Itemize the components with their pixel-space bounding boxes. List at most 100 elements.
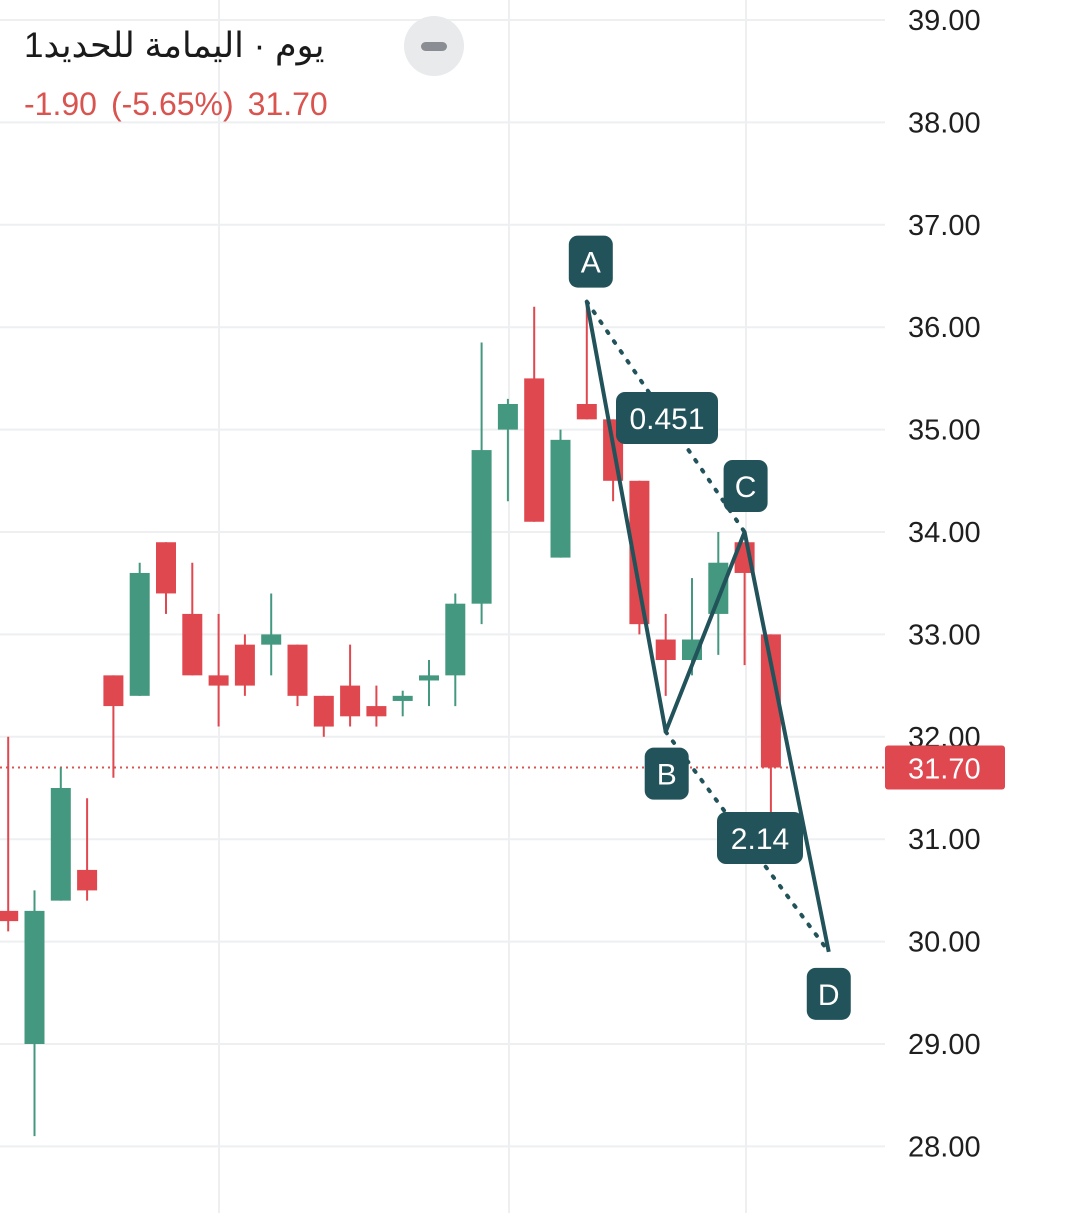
- candle-down[interactable]: [182, 562, 203, 676]
- ratio-line-bd: [663, 729, 831, 954]
- candle-down[interactable]: [366, 685, 387, 727]
- candle-body[interactable]: [103, 675, 124, 707]
- point-label-c-box: [723, 460, 768, 512]
- candle-body[interactable]: [366, 706, 387, 717]
- candle-body[interactable]: [182, 613, 203, 676]
- point-label-d[interactable]: D: [806, 967, 851, 1020]
- y-tick-label: 39.00: [908, 5, 981, 37]
- pattern-legs[interactable]: [584, 301, 831, 953]
- point-label-c[interactable]: C: [723, 460, 768, 512]
- candle-down[interactable]: [208, 613, 229, 727]
- point-label-d-text: D: [818, 979, 840, 1012]
- point-label-a-text: A: [581, 247, 601, 280]
- candle-body[interactable]: [708, 562, 729, 614]
- candle-body[interactable]: [392, 695, 413, 701]
- price-axis[interactable]: 39.0038.0037.0036.0035.0034.0033.0032.00…: [885, 5, 1005, 1163]
- candle-up[interactable]: [24, 890, 45, 1137]
- candle-down[interactable]: [77, 798, 98, 901]
- candle-up[interactable]: [392, 690, 413, 717]
- candle-up[interactable]: [471, 342, 492, 625]
- candle-down[interactable]: [103, 675, 124, 778]
- candle-body[interactable]: [129, 572, 150, 696]
- ratio-label-0451[interactable]: 0.451: [616, 392, 718, 444]
- y-tick-label: 34.00: [908, 517, 981, 549]
- ratio-label-0451-text: 0.451: [629, 403, 704, 436]
- ratio-label-0451-box: [616, 392, 718, 444]
- ratio-line-ac: [584, 299, 747, 534]
- ratio-label-214-text: 2.14: [731, 823, 789, 856]
- y-tick-label: 29.00: [908, 1029, 981, 1061]
- last-price-tag-box: [885, 745, 1005, 790]
- candle-body[interactable]: [550, 439, 571, 558]
- minus-icon: [421, 42, 447, 51]
- candle-body[interactable]: [497, 404, 518, 430]
- y-tick-label: 37.00: [908, 210, 981, 242]
- candle-body[interactable]: [156, 542, 176, 594]
- candle-body[interactable]: [419, 675, 439, 681]
- candle-down[interactable]: [655, 613, 676, 696]
- candle-down[interactable]: [287, 644, 308, 707]
- candle-body[interactable]: [471, 450, 492, 604]
- y-tick-label: 30.00: [908, 927, 981, 959]
- point-label-d-box: [806, 967, 851, 1020]
- point-label-a[interactable]: A: [568, 235, 613, 288]
- candle-body[interactable]: [760, 634, 781, 768]
- candle-down[interactable]: [156, 542, 176, 614]
- last-price-tag-text: 31.70: [908, 754, 981, 786]
- point-label-b[interactable]: B: [644, 747, 689, 800]
- candle-body[interactable]: [234, 644, 255, 686]
- last-price: 31.70: [247, 86, 328, 122]
- candle-body[interactable]: [287, 644, 308, 696]
- point-label-a-box: [568, 235, 613, 288]
- y-tick-label: 31.00: [908, 824, 981, 856]
- candle-body[interactable]: [77, 869, 98, 891]
- candle-body[interactable]: [24, 910, 45, 1044]
- price-change-percent: (-5.65%): [110, 86, 234, 122]
- candle-down[interactable]: [313, 695, 334, 737]
- y-tick-label: 38.00: [908, 107, 981, 139]
- candle-up[interactable]: [50, 767, 71, 901]
- candle-body[interactable]: [208, 675, 229, 686]
- candle-body[interactable]: [445, 603, 466, 676]
- ratio-label-214-box: [717, 812, 803, 864]
- candle-body[interactable]: [655, 639, 676, 660]
- candle-down[interactable]: [576, 301, 597, 420]
- symbol-header[interactable]: يوم · اليمامة للحديد1: [24, 26, 324, 66]
- candle-down[interactable]: [0, 736, 19, 932]
- candle-up[interactable]: [129, 562, 150, 696]
- y-tick-label: 35.00: [908, 415, 981, 447]
- point-label-b-text: B: [657, 759, 677, 792]
- candle-body[interactable]: [576, 404, 597, 420]
- price-change: -1.90: [24, 86, 97, 122]
- candle-up[interactable]: [550, 429, 571, 558]
- abcd-pattern[interactable]: A B C D 0.451 2.14: [568, 235, 851, 1020]
- candle-down[interactable]: [629, 480, 650, 635]
- point-label-c-text: C: [735, 471, 757, 504]
- candle-up[interactable]: [445, 593, 466, 707]
- candle-up[interactable]: [261, 593, 282, 676]
- interval-label: 1: [24, 26, 44, 65]
- candle-body[interactable]: [0, 910, 19, 922]
- collapse-legend-button[interactable]: [404, 16, 464, 76]
- candle-body[interactable]: [524, 378, 545, 522]
- candle-body[interactable]: [313, 695, 334, 727]
- symbol-name: يوم · اليمامة للحديد: [43, 26, 325, 65]
- symbol-title: يوم · اليمامة للحديد1: [24, 26, 324, 66]
- y-tick-label: 28.00: [908, 1131, 981, 1163]
- candle-body[interactable]: [340, 685, 361, 717]
- candle-body[interactable]: [629, 480, 650, 625]
- candle-down[interactable]: [340, 644, 361, 727]
- candle-body[interactable]: [261, 634, 282, 645]
- candle-down[interactable]: [524, 306, 545, 522]
- quote-line: -1.90 (-5.65%) 31.70: [24, 86, 342, 123]
- candle-up[interactable]: [497, 398, 518, 502]
- candle-body[interactable]: [50, 788, 71, 901]
- y-tick-label: 36.00: [908, 312, 981, 344]
- last-price-tag[interactable]: 31.70: [885, 745, 1005, 790]
- ratio-label-214[interactable]: 2.14: [717, 812, 803, 864]
- candle-up[interactable]: [419, 660, 439, 707]
- y-tick-label: 33.00: [908, 619, 981, 651]
- candle-down[interactable]: [234, 634, 255, 696]
- point-label-b-box: [644, 747, 689, 800]
